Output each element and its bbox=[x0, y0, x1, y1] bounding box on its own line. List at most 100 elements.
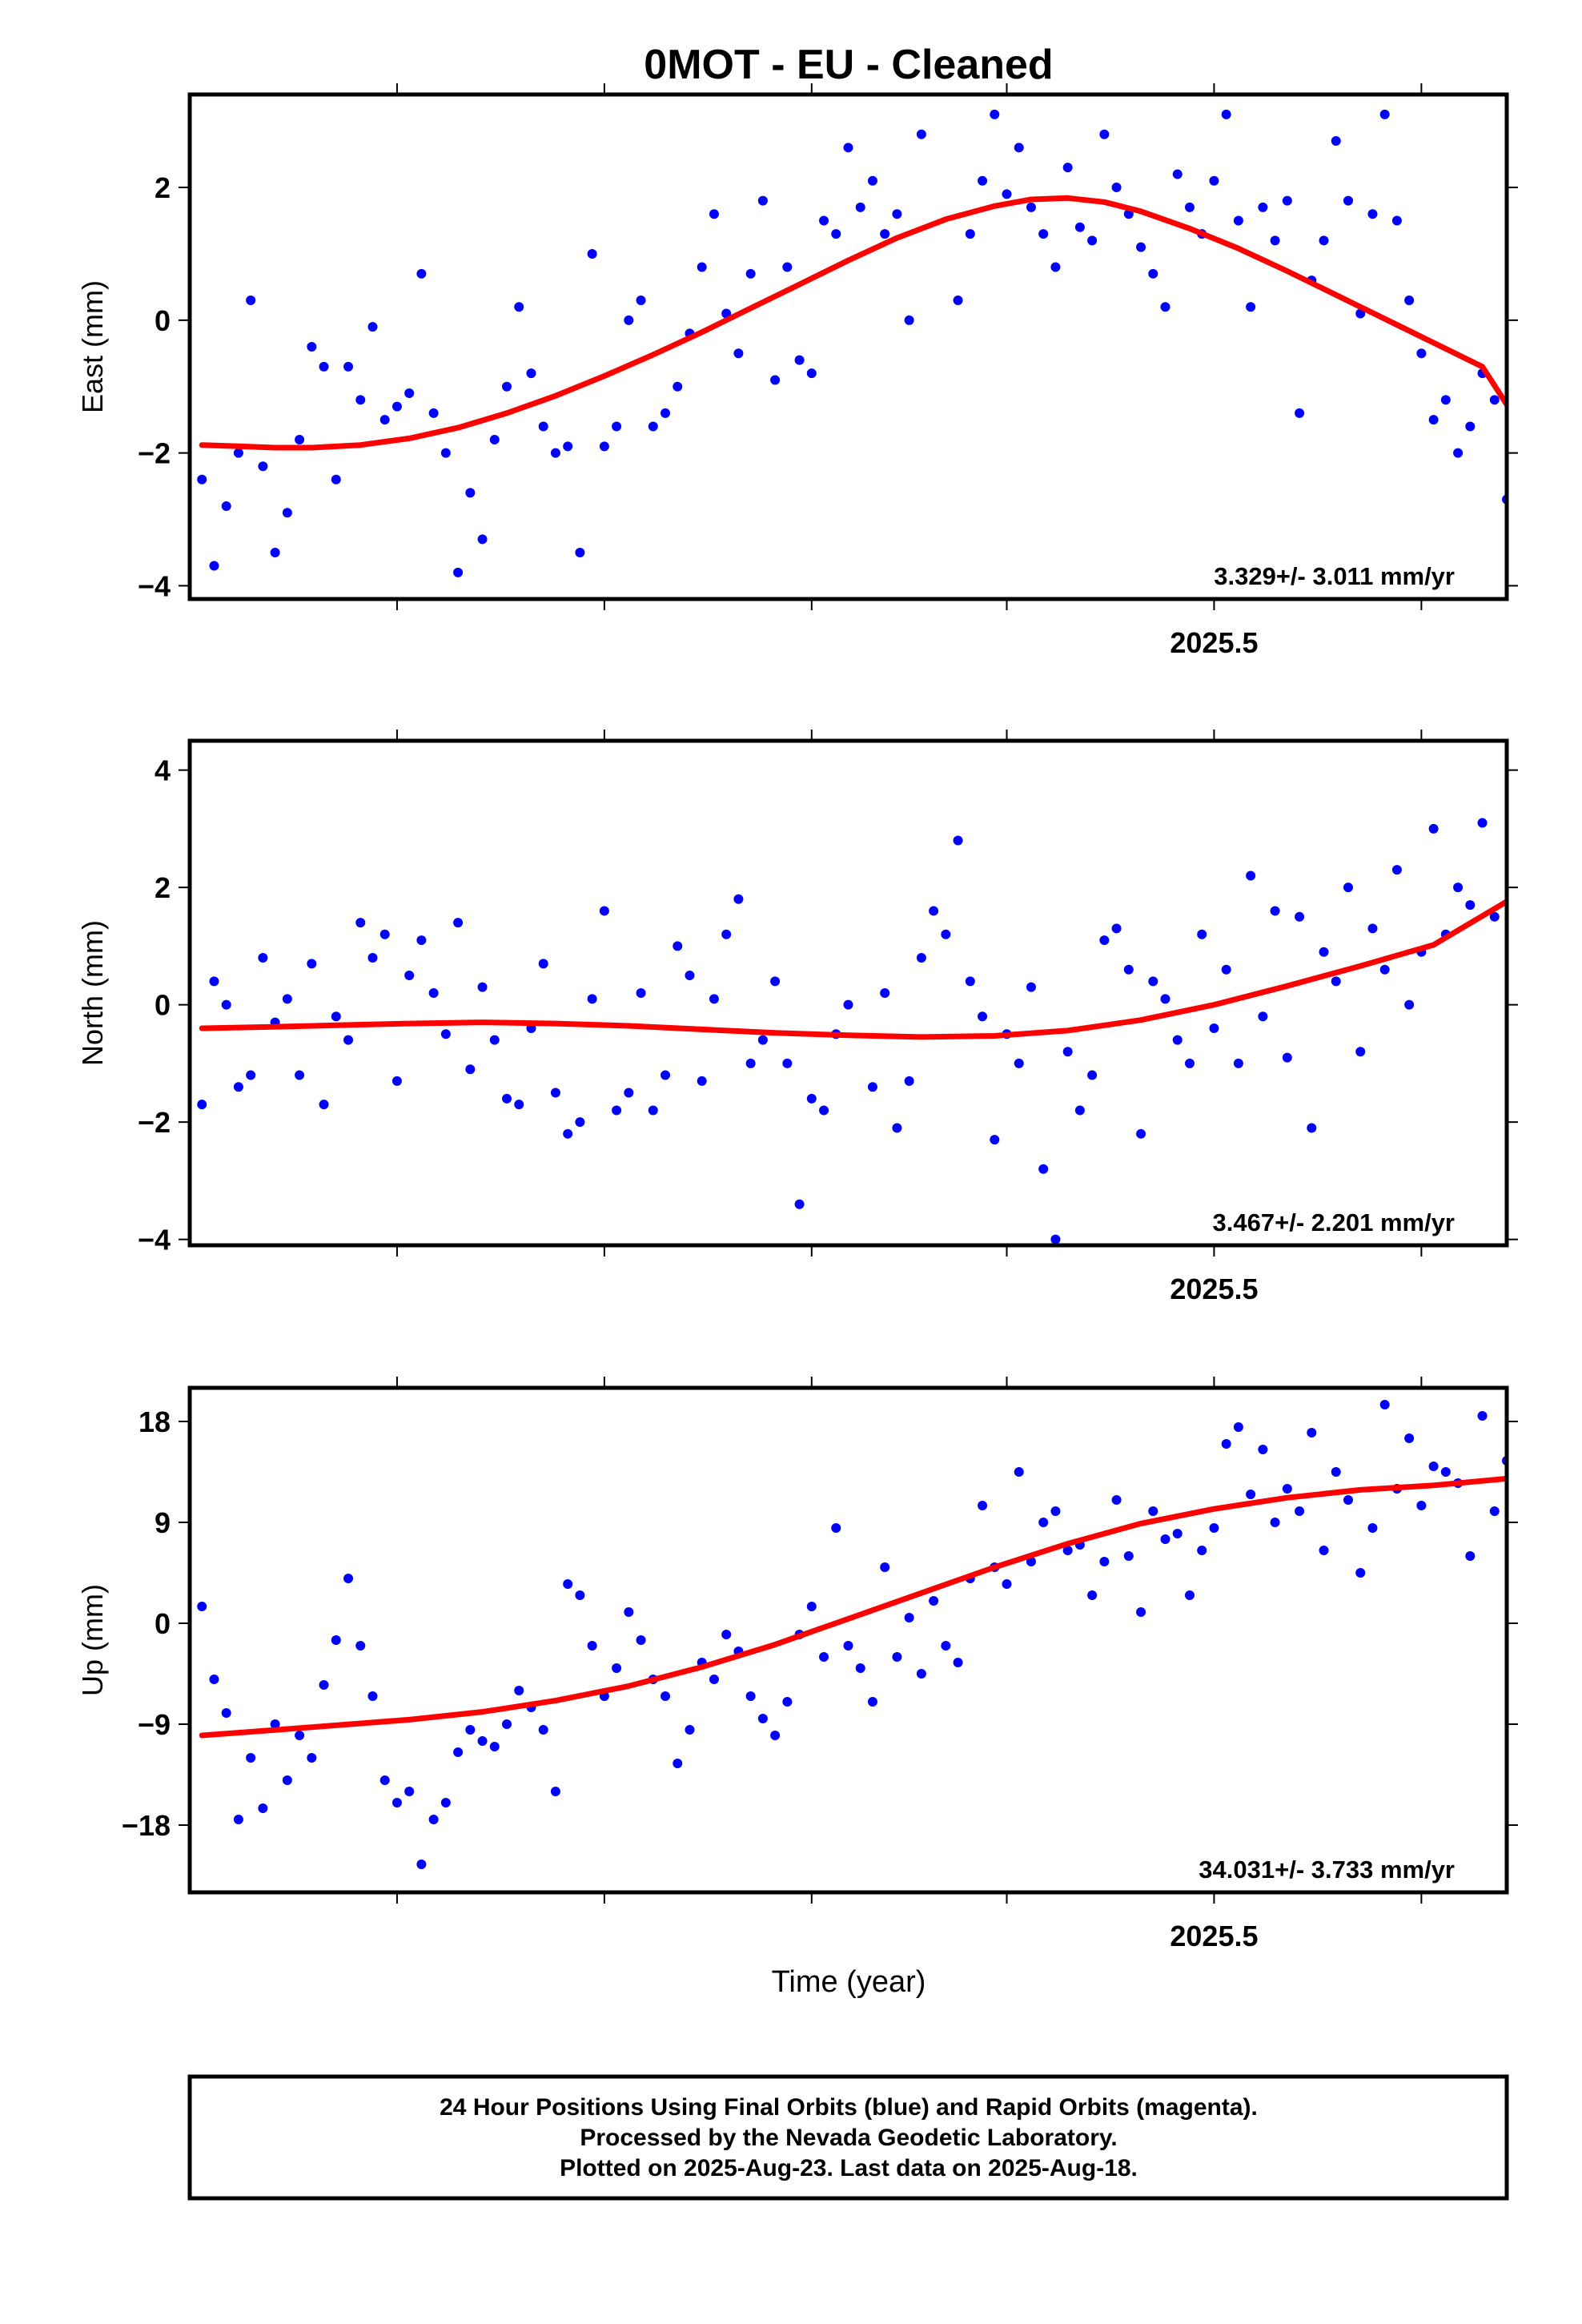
final-orbit-point bbox=[489, 1742, 500, 1751]
final-orbit-point bbox=[379, 1775, 390, 1785]
final-orbit-point bbox=[1416, 1501, 1427, 1510]
final-orbit-point bbox=[855, 202, 865, 212]
y-tick-label: 0 bbox=[155, 989, 171, 1022]
final-orbit-point bbox=[806, 368, 817, 379]
final-orbit-point bbox=[1355, 1047, 1366, 1057]
final-orbit-point bbox=[1111, 923, 1122, 934]
final-orbit-point bbox=[428, 408, 439, 418]
model-fit-line bbox=[199, 899, 1507, 1040]
final-orbit-point bbox=[1074, 222, 1085, 232]
final-orbit-point bbox=[855, 1663, 865, 1673]
final-orbit-point bbox=[661, 1691, 671, 1701]
y-tick-label: 0 bbox=[155, 304, 171, 337]
final-orbit-point bbox=[295, 1731, 305, 1740]
final-orbit-point bbox=[880, 229, 890, 239]
final-orbit-point bbox=[745, 1058, 756, 1068]
final-orbit-point bbox=[197, 1100, 207, 1110]
final-orbit-point bbox=[721, 1630, 732, 1639]
final-orbit-point bbox=[295, 435, 305, 445]
rapid-orbit-point bbox=[1575, 1000, 1582, 1010]
panel-2: 2025.5 −4 −2 0 2 4 North (mm) 3.467+/- 2.201 mm… bbox=[76, 730, 1582, 1305]
final-orbit-point bbox=[538, 959, 548, 969]
final-orbit-point bbox=[538, 421, 548, 432]
final-orbit-point bbox=[1428, 415, 1439, 425]
final-orbit-point bbox=[331, 474, 341, 485]
final-orbit-point bbox=[331, 1011, 341, 1022]
final-orbit-point bbox=[270, 547, 280, 557]
final-orbit-point bbox=[757, 1035, 768, 1045]
final-orbit-point bbox=[624, 1088, 634, 1098]
final-orbit-point bbox=[941, 929, 951, 939]
model-fit-line bbox=[199, 1475, 1507, 1739]
panel-frame bbox=[187, 1385, 1509, 1895]
final-orbit-point bbox=[258, 1803, 268, 1813]
final-orbit-point bbox=[904, 1076, 914, 1086]
final-orbit-point bbox=[794, 355, 805, 365]
y-tick-label: 9 bbox=[155, 1506, 171, 1539]
final-orbit-point bbox=[1489, 911, 1500, 922]
final-orbit-point bbox=[197, 1602, 207, 1611]
final-orbit-point bbox=[1440, 395, 1451, 405]
final-orbit-point bbox=[246, 1070, 256, 1080]
velocity-rate-label: 3.467+/- 2.201 mm/yr bbox=[1213, 1208, 1455, 1236]
final-orbit-point bbox=[929, 906, 939, 916]
final-orbit-point bbox=[453, 1747, 464, 1757]
final-orbit-point bbox=[806, 1602, 817, 1611]
final-orbit-point bbox=[770, 976, 781, 987]
final-orbit-point bbox=[892, 1123, 902, 1133]
final-orbit-point bbox=[1465, 421, 1476, 432]
panel-3: 2025.5 −18 −9 0 9 18 Up (mm) 34.031+/- 3.733 mm… bbox=[76, 1377, 1582, 1952]
rapid-orbit-point bbox=[1575, 1405, 1582, 1415]
final-orbit-point bbox=[404, 388, 415, 399]
final-orbit-point bbox=[1014, 143, 1024, 153]
final-orbit-point bbox=[1233, 1058, 1243, 1068]
y-axis-label: North (mm) bbox=[76, 920, 109, 1066]
final-orbit-point bbox=[806, 1093, 817, 1104]
final-orbit-point bbox=[233, 448, 243, 458]
final-orbit-point bbox=[1233, 1422, 1243, 1432]
final-orbit-point bbox=[489, 435, 500, 445]
final-orbit-point bbox=[1246, 302, 1256, 312]
final-orbit-point bbox=[1331, 1467, 1341, 1477]
footer-line-3: Plotted on 2025-Aug-23. Last data on 202… bbox=[560, 2155, 1138, 2181]
final-orbit-point bbox=[1465, 1551, 1476, 1561]
panel-frame bbox=[187, 92, 1509, 601]
final-orbit-point bbox=[1160, 1534, 1170, 1544]
final-orbit-point bbox=[1282, 195, 1292, 206]
final-orbit-point bbox=[661, 408, 671, 418]
final-orbit-point bbox=[1050, 1506, 1061, 1516]
final-orbit-point bbox=[1416, 348, 1427, 359]
final-orbit-point bbox=[1197, 1546, 1207, 1555]
final-orbit-point bbox=[1184, 1590, 1195, 1600]
final-orbit-point bbox=[1123, 964, 1134, 975]
final-orbit-point bbox=[1295, 911, 1305, 922]
x-tick-label: 2025.5 bbox=[1170, 626, 1258, 659]
final-orbit-point bbox=[1343, 195, 1353, 206]
final-orbit-point bbox=[819, 1652, 829, 1662]
final-orbit-point bbox=[1172, 1529, 1182, 1538]
final-orbit-point bbox=[599, 441, 609, 452]
y-tick-label: −4 bbox=[138, 1224, 171, 1256]
final-orbit-point bbox=[1209, 1523, 1219, 1533]
final-orbit-point bbox=[307, 959, 317, 969]
final-orbit-point bbox=[440, 1029, 451, 1039]
final-orbit-point bbox=[538, 1725, 548, 1735]
final-orbit-point bbox=[258, 953, 268, 963]
final-orbit-point bbox=[892, 209, 902, 219]
final-orbit-point bbox=[391, 1076, 402, 1086]
final-orbit-point bbox=[892, 1652, 902, 1662]
final-orbit-point bbox=[465, 1064, 476, 1075]
y-tick-label: 4 bbox=[155, 754, 171, 787]
final-orbit-point bbox=[867, 1082, 877, 1092]
final-orbit-point bbox=[343, 1574, 354, 1583]
final-orbit-point bbox=[1404, 999, 1415, 1010]
final-orbit-point bbox=[514, 1686, 524, 1695]
final-orbit-point bbox=[575, 547, 585, 557]
final-orbit-point bbox=[282, 994, 292, 1004]
y-tick-label: −18 bbox=[122, 1809, 171, 1842]
final-orbit-point bbox=[258, 461, 268, 472]
final-orbit-point bbox=[1014, 1058, 1024, 1068]
final-orbit-point bbox=[624, 1607, 634, 1617]
final-orbit-point bbox=[1050, 262, 1061, 272]
